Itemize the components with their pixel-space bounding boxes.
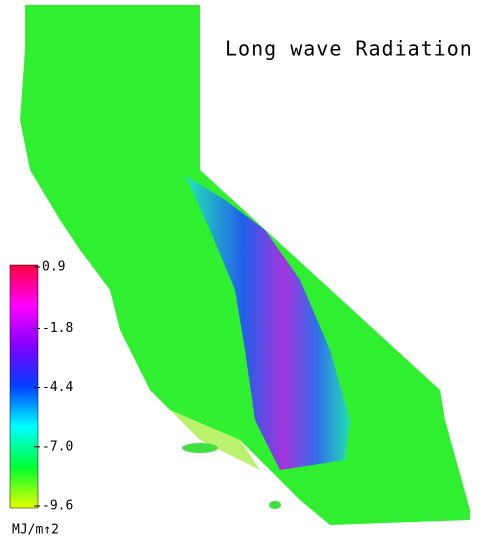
coast-warm-zone (160, 400, 260, 470)
colorbar-tick-label: -1.8 (42, 321, 73, 336)
island (182, 443, 218, 453)
california-map (20, 5, 470, 525)
colorbar-tick-label: -9.6 (42, 499, 73, 514)
colorbar-tick-label: 0.9 (42, 260, 65, 275)
colorbar-tick-label: -4.4 (42, 380, 73, 395)
map-title: Long wave Radiation (225, 37, 473, 61)
colorbar-ticks: 0.9 -1.8 -4.4 -7.0 -9.6 (34, 260, 73, 514)
colorbar (9, 264, 39, 509)
colorbar-unit: MJ/m↑2 (12, 523, 59, 538)
colorbar-tick-label: -7.0 (42, 439, 73, 454)
island (269, 501, 281, 509)
sierra-band (185, 175, 350, 470)
